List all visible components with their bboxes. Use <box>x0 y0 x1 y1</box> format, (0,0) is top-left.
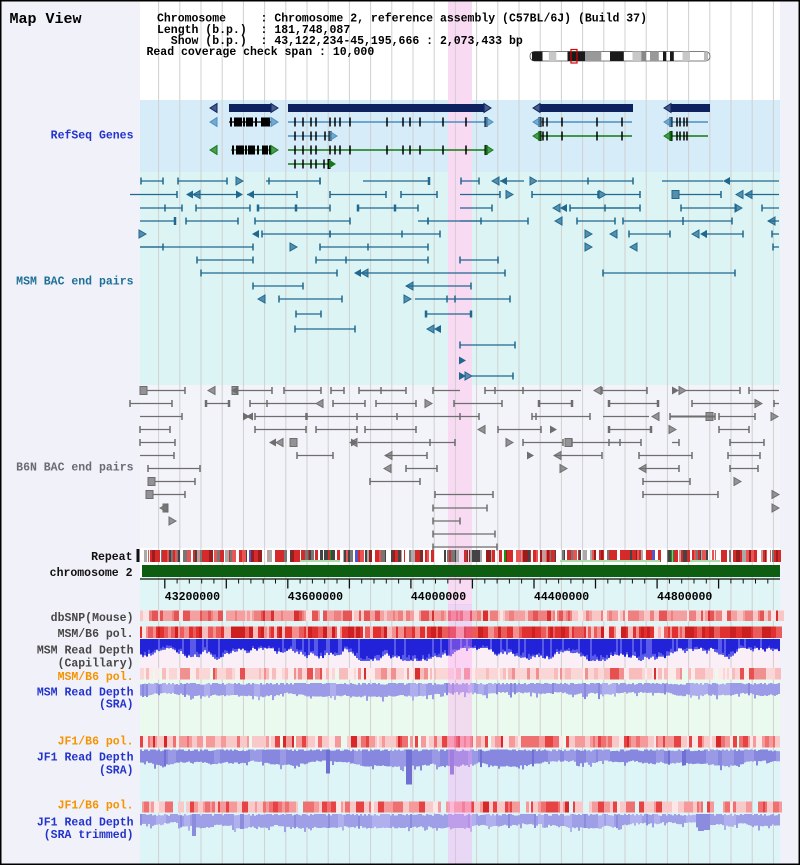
svg-text:44400000: 44400000 <box>534 591 589 604</box>
svg-text:MSM BAC end pairs: MSM BAC end pairs <box>16 276 133 289</box>
svg-text:43600000: 43600000 <box>288 591 343 604</box>
svg-text:Map View: Map View <box>10 11 82 28</box>
svg-text:Chromosome : Chromosome 2,: Chromosome : Chromosome 2, reference ass… <box>157 13 647 26</box>
svg-text:JF1 Read Depth: JF1 Read Depth <box>37 752 134 765</box>
svg-text:(SRA): (SRA) <box>99 699 134 712</box>
svg-text:Read coverage check span : 10,: Read coverage check span : 10,000 <box>147 46 375 59</box>
svg-text:dbSNP(Mouse): dbSNP(Mouse) <box>51 612 134 625</box>
svg-text:MSM Read Depth: MSM Read Depth <box>37 687 134 700</box>
svg-text:44800000: 44800000 <box>657 591 712 604</box>
svg-text:Length (b.p.) : 181,748,087: Length (b.p.) : 181,748,087 <box>157 24 350 37</box>
svg-text:MSM/B6 pol.: MSM/B6 pol. <box>58 628 134 641</box>
svg-text:(Capillary): (Capillary) <box>58 658 134 671</box>
svg-text:MSM Read Depth: MSM Read Depth <box>37 645 134 658</box>
svg-text:Show (b.p.) : 43,122,234-45,1: Show (b.p.) : 43,122,234-45,195,666 : 2,… <box>157 35 523 48</box>
svg-text:B6N BAC end pairs: B6N BAC end pairs <box>16 462 133 475</box>
svg-text:JF1 Read Depth: JF1 Read Depth <box>37 817 134 830</box>
svg-text:chromosome 2: chromosome 2 <box>50 567 133 580</box>
svg-text:44000000: 44000000 <box>411 591 466 604</box>
svg-text:JF1/B6 pol.: JF1/B6 pol. <box>58 800 134 813</box>
svg-text:MSM/B6 pol.: MSM/B6 pol. <box>58 671 134 684</box>
svg-text:(SRA trimmed): (SRA trimmed) <box>44 829 134 842</box>
svg-text:43200000: 43200000 <box>165 591 220 604</box>
svg-text:RefSeq Genes: RefSeq Genes <box>51 130 134 143</box>
svg-text:JF1/B6 pol.: JF1/B6 pol. <box>58 736 134 749</box>
svg-text:Repeat: Repeat <box>91 551 132 564</box>
svg-text:(SRA): (SRA) <box>99 765 134 778</box>
